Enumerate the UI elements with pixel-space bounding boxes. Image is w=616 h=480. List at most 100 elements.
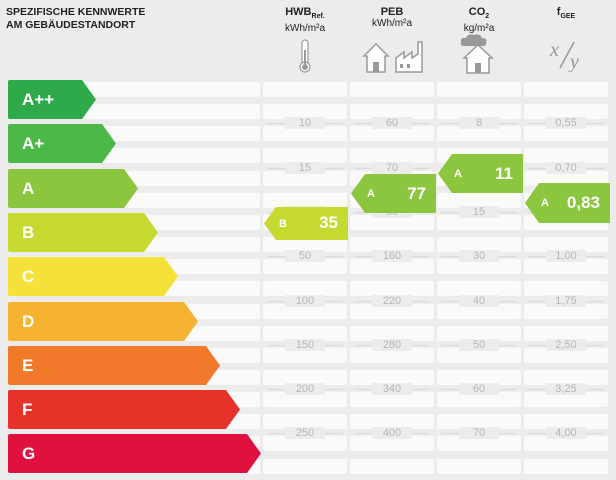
cell-strip [437,414,521,430]
class-label: C [22,267,35,287]
column-header-co2: CO2 kg/m²a [437,6,521,35]
threshold-label-co2: 50 [459,338,499,351]
cell-strip [263,414,347,430]
cell-strip [350,281,434,297]
threshold-label-co2: 60 [459,383,499,396]
cell-strip [524,347,608,363]
peb-unit: kWh/m²a [372,18,412,29]
cell-strip [350,392,434,408]
house-factory-icon [362,41,423,73]
class-arrow-shape [8,124,116,164]
threshold-label-hwb: 250 [285,427,325,440]
threshold-label-peb: 280 [372,338,412,351]
house-cloud-icon [460,34,494,74]
cell-strip [263,82,347,97]
class-arrow-b: B [8,212,158,252]
threshold-label-hwb: 100 [285,294,325,307]
peb-value: 77 [407,184,426,203]
threshold-label-co2: 8 [459,117,499,130]
cell-strip [350,303,434,319]
cell-strip [263,170,347,186]
co2-value: 11 [495,164,513,183]
column-header-peb: PEB kWh/m²a [350,6,434,30]
cell-strip [263,458,347,474]
cell-strip [524,392,608,408]
cell-strip [524,458,608,474]
x-over-y-icon: x y [549,39,579,72]
cell-strip [437,347,521,363]
peb-class: A [367,188,375,200]
cell-strip [524,436,608,452]
cell-strip [437,192,521,208]
class-arrow-a: A [8,168,138,208]
cell-strip [263,259,347,275]
title-line-1: SPEZIFISCHE KENNWERTE [6,6,146,18]
peb-value-marker: A 77 [351,174,436,213]
class-arrow-shape [8,301,198,341]
threshold-label-peb: 160 [372,250,412,263]
cell-strip [437,436,521,452]
cell-strip [350,104,434,120]
threshold-label-fgee: 1,00 [546,250,586,263]
cell-strip [263,303,347,319]
cell-strip [437,259,521,275]
class-arrow-e: E [8,345,220,385]
cell-strip [524,414,608,430]
cell-strip [437,369,521,385]
cell-strip [524,303,608,319]
class-arrow-f: F [8,390,240,430]
cell-strip [437,126,521,142]
threshold-label-co2: 70 [459,427,499,440]
cell-strip [437,281,521,297]
class-label: G [22,444,36,464]
hwb-value-marker: B 35 [264,207,348,240]
cell-strip [524,104,608,120]
class-arrow-aplusplus: A++ [8,80,96,119]
cell-strip [437,82,521,97]
cell-strip [263,104,347,120]
thermometer-icon [299,39,311,73]
cell-strip [524,126,608,142]
co2-value-marker: A 11 [438,154,523,193]
cell-strip [350,148,434,164]
hwb-class: B [279,218,287,230]
hwb-name: HWB [285,6,312,18]
threshold-label-fgee: 2,50 [546,338,586,351]
cell-strip [350,237,434,253]
cell-strip [263,392,347,408]
cell-strip [437,237,521,253]
cell-strip [263,126,347,142]
class-arrow-shape [8,212,158,252]
cell-strip [524,82,608,97]
cell-strip [263,369,347,385]
co2-class: A [454,168,462,180]
class-arrow-aplus: A+ [8,124,116,164]
cell-strip [437,325,521,341]
class-label: A [22,178,35,198]
threshold-label-co2: 40 [459,294,499,307]
cell-strip [263,237,347,253]
class-arrow-shape [8,390,240,430]
cell-strip [524,325,608,341]
class-arrow-shape [8,345,220,385]
threshold-label-hwb: 50 [285,250,325,263]
class-label: E [22,355,34,375]
threshold-label-co2: 30 [459,250,499,263]
fgee-class: A [541,197,549,209]
hwb-value: 35 [319,213,338,232]
cell-strip [263,281,347,297]
class-arrow-g: G [8,434,261,474]
cell-strip [524,237,608,253]
threshold-label-co2: 15 [459,205,499,218]
cell-strip [350,259,434,275]
title-line-2: AM GEBÄUDESTANDORT [6,19,136,31]
hwb-marker-shape [264,207,348,240]
threshold-label-fgee: 0,70 [546,161,586,174]
class-label: A+ [22,134,45,154]
class-label: D [22,311,35,331]
threshold-label-peb: 220 [372,294,412,307]
cell-strip [263,192,347,208]
threshold-label-fgee: 3,25 [546,383,586,396]
cell-strip [350,347,434,363]
class-arrow-c: C [8,257,178,297]
